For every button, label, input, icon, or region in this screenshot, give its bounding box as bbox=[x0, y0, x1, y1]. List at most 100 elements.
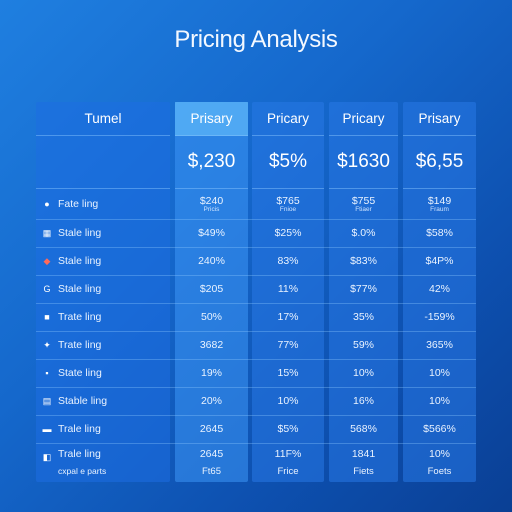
column-2 bbox=[252, 102, 324, 482]
cell: 42% bbox=[428, 283, 450, 295]
row-label: Fate ling bbox=[58, 198, 99, 210]
row-divider bbox=[36, 247, 476, 248]
row-divider bbox=[36, 219, 476, 220]
cell: 16% bbox=[352, 395, 374, 407]
cell: 50% bbox=[200, 311, 222, 323]
cell: 2645 bbox=[199, 423, 224, 435]
cell: 20% bbox=[200, 395, 222, 407]
flag-icon: ◆ bbox=[43, 256, 51, 266]
row-label: Trale ling bbox=[58, 448, 101, 460]
cell: $4P% bbox=[425, 255, 454, 267]
row-label: Trate ling bbox=[58, 339, 102, 351]
cell: 10% bbox=[352, 367, 374, 379]
cell: 11% bbox=[277, 283, 299, 295]
header-prisary-1[interactable]: Prisary bbox=[175, 102, 248, 136]
cell-sub: Frice bbox=[277, 466, 299, 477]
cell-sub: Ft65 bbox=[201, 466, 221, 477]
cell-sub: Ftiaer bbox=[355, 206, 372, 213]
cell: 83% bbox=[277, 255, 299, 267]
row-label: Stale ling bbox=[58, 227, 102, 239]
tag-icon: ◧ bbox=[42, 452, 52, 462]
cell-sub: Foets bbox=[427, 466, 452, 477]
column-1 bbox=[175, 102, 248, 482]
table-row[interactable]: ● Fate ling $240 Pricis $765 Fnioe $755 … bbox=[36, 191, 476, 218]
cell: 10% bbox=[428, 448, 450, 460]
header-prisary-2[interactable]: Prisary bbox=[403, 102, 476, 136]
cell-sub: Fraum bbox=[430, 206, 449, 213]
cell: 568% bbox=[350, 423, 377, 435]
table-row[interactable]: ◆ Stale ling 240% 83% $83% $4P% bbox=[36, 248, 476, 275]
row-label: Trale ling bbox=[58, 423, 101, 435]
chart-icon: ▬ bbox=[42, 424, 52, 434]
cell: 1841 bbox=[351, 448, 376, 460]
table-row[interactable]: ■ Trate ling 50% 17% 35% -159% bbox=[36, 304, 476, 331]
header-pricary-1[interactable]: Pricary bbox=[252, 102, 324, 136]
cell: 19% bbox=[200, 367, 222, 379]
circle-icon: ● bbox=[44, 199, 50, 209]
row-divider bbox=[36, 387, 476, 388]
cell: 10% bbox=[428, 395, 450, 407]
cell: 2645 bbox=[199, 448, 224, 460]
cell: 59% bbox=[352, 339, 374, 351]
cell: 3682 bbox=[199, 339, 224, 351]
total-price-3: $1630 bbox=[329, 136, 398, 189]
cell: 17% bbox=[277, 311, 299, 323]
row-divider bbox=[36, 303, 476, 304]
table-row[interactable]: ✦ Trate ling 3682 77% 59% 365% bbox=[36, 332, 476, 359]
cell: 365% bbox=[426, 339, 453, 351]
cell-sub: Pricis bbox=[203, 206, 220, 213]
table-row[interactable]: G Stale ling $205 11% $77% 42% bbox=[36, 276, 476, 303]
total-price-1: $,230 bbox=[175, 136, 248, 189]
row-divider bbox=[36, 443, 476, 444]
cell: $240 bbox=[199, 195, 224, 207]
cell: 15% bbox=[277, 367, 299, 379]
table-row[interactable]: ▦ Stale ling $49% $25% $.0% $58% bbox=[36, 220, 476, 247]
cell: 10% bbox=[277, 395, 299, 407]
cell: $77% bbox=[350, 283, 377, 295]
cell: $83% bbox=[350, 255, 377, 267]
row-label: Stale ling bbox=[58, 283, 102, 295]
column-4 bbox=[403, 102, 476, 482]
cell: 11F% bbox=[274, 448, 302, 460]
total-label bbox=[36, 136, 170, 189]
row-label: Stale ling bbox=[58, 255, 102, 267]
pricing-table: Tumel Prisary Pricary Pricary Prisary $,… bbox=[36, 102, 476, 482]
row-label: State ling bbox=[58, 367, 102, 379]
cell: $566% bbox=[423, 423, 456, 435]
cell: -159% bbox=[424, 311, 455, 323]
cell: $49% bbox=[198, 227, 225, 239]
table-row[interactable]: ▬ Trale ling 2645 $5% 568% $566% bbox=[36, 416, 476, 443]
page-title: Pricing Analysis bbox=[174, 26, 338, 53]
column-label bbox=[36, 102, 170, 482]
table-row[interactable]: ◧ Trale ling cxpal e parts 2645 Ft65 11F… bbox=[36, 444, 476, 482]
row-divider bbox=[36, 331, 476, 332]
total-price-4: $6,55 bbox=[403, 136, 476, 189]
row-label: Stable ling bbox=[58, 395, 108, 407]
cell: $5% bbox=[277, 423, 299, 435]
g-icon: G bbox=[43, 284, 51, 294]
row-label: Trate ling bbox=[58, 311, 102, 323]
cell-sub: Fiets bbox=[353, 466, 374, 477]
pin-icon: ✦ bbox=[43, 340, 51, 350]
cell: $765 bbox=[276, 195, 300, 207]
grid-icon: ▦ bbox=[42, 228, 52, 238]
cell: 77% bbox=[277, 339, 299, 351]
column-3 bbox=[329, 102, 398, 482]
square-icon: ■ bbox=[44, 312, 50, 322]
table-row[interactable]: ▤ Stable ling 20% 10% 16% 10% bbox=[36, 388, 476, 415]
row-divider bbox=[36, 359, 476, 360]
table-row[interactable]: ▪ State ling 19% 15% 10% 10% bbox=[36, 360, 476, 387]
header-pricary-2[interactable]: Pricary bbox=[329, 102, 398, 136]
cell: $149 bbox=[427, 195, 452, 207]
box-icon: ▪ bbox=[45, 368, 49, 378]
cell: $25% bbox=[274, 227, 302, 239]
cell: $58% bbox=[426, 227, 453, 239]
cell-sub: Fnioe bbox=[279, 206, 297, 213]
cell: 10% bbox=[428, 367, 450, 379]
cell: 35% bbox=[352, 311, 374, 323]
header-tumel[interactable]: Tumel bbox=[36, 102, 170, 136]
cell: $755 bbox=[351, 195, 376, 207]
total-price-2: $5% bbox=[252, 136, 324, 189]
row-sublabel: cxpal e parts bbox=[58, 466, 107, 476]
doc-icon: ▤ bbox=[42, 396, 52, 406]
